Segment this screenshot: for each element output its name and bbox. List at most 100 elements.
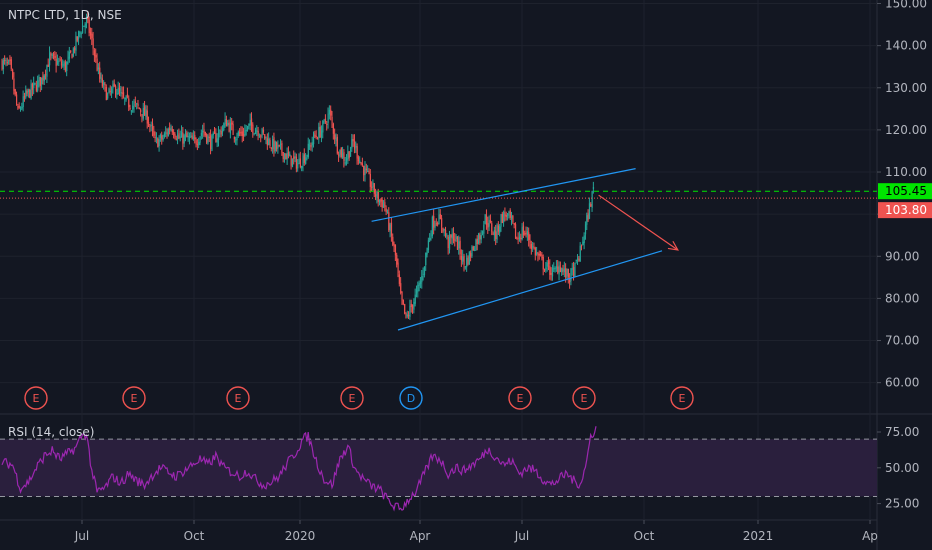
rsi-tick-label: 50.00 [885, 461, 919, 475]
candle-body [262, 129, 265, 133]
event-label: D [407, 392, 415, 405]
candle-body [78, 31, 80, 39]
candle-body [231, 122, 233, 125]
candle-body [336, 136, 338, 154]
event-label: E [517, 392, 524, 405]
candle-body [364, 167, 366, 176]
event-label: E [679, 392, 686, 405]
earnings-event-marker[interactable]: E [572, 386, 596, 410]
candle-body [497, 225, 500, 232]
candle-body [35, 84, 38, 91]
candle-body [191, 135, 193, 140]
candle-body [574, 262, 576, 277]
earnings-event-marker[interactable]: E [340, 386, 364, 410]
candle-body [113, 83, 115, 87]
earnings-event-marker[interactable]: E [670, 386, 694, 410]
candle-body [243, 134, 245, 137]
reference-price-label: 103.80 [885, 203, 927, 217]
candle-body [412, 304, 414, 309]
candle-body [223, 123, 225, 130]
candle-body [270, 147, 272, 149]
candle-body [309, 145, 311, 147]
candle-body [578, 258, 580, 261]
candle-body [163, 133, 166, 137]
candle-body [13, 78, 15, 91]
candle-body [51, 54, 53, 56]
candle-body [121, 92, 123, 94]
dividend-event-marker[interactable]: D [399, 386, 423, 410]
event-circle [24, 386, 48, 410]
candle-body [324, 118, 327, 123]
candle-body [342, 153, 344, 158]
earnings-event-marker[interactable]: E [122, 386, 146, 410]
candle-body [426, 247, 428, 255]
earnings-event-marker[interactable]: E [226, 386, 250, 410]
candle-body [372, 182, 374, 188]
candle-body [254, 130, 257, 135]
candle-body [431, 216, 434, 237]
candle-body [30, 83, 32, 99]
candle-body [443, 229, 445, 231]
candle-body [39, 77, 41, 86]
candle-body [9, 59, 11, 61]
candle-body [514, 224, 517, 239]
candle-body [328, 109, 331, 115]
candle-body [140, 109, 142, 113]
upper-channel-line[interactable] [371, 168, 636, 222]
earnings-event-marker[interactable]: E [508, 386, 532, 410]
candle-body [588, 203, 591, 219]
candle-body [221, 128, 224, 133]
event-circle [508, 386, 532, 410]
candle-body [351, 139, 353, 149]
earnings-event-marker[interactable]: E [24, 386, 48, 410]
candle-body [220, 131, 222, 135]
time-tick-label: Apr [410, 529, 431, 543]
candle-body [103, 82, 105, 86]
candle-body [43, 75, 45, 82]
candle-body [269, 140, 271, 146]
drawing-overlays[interactable] [0, 168, 877, 331]
candle-body [549, 265, 551, 275]
candle-body [332, 123, 335, 134]
candle-body [71, 54, 73, 59]
candle-body [421, 276, 423, 283]
candle-body [146, 110, 148, 124]
candle-body [272, 138, 274, 150]
candle-body [173, 131, 175, 136]
candle-body [499, 226, 501, 233]
rsi-band [0, 438, 877, 497]
candle-body [484, 214, 486, 224]
candle-body [330, 109, 332, 116]
lower-channel-line[interactable] [397, 250, 663, 331]
candle-body [447, 236, 449, 249]
candle-body [464, 266, 467, 268]
candle-body [377, 191, 379, 202]
candle-body [508, 211, 510, 213]
candle-body [10, 59, 12, 69]
candle-body [260, 135, 262, 137]
candle-body [58, 61, 60, 63]
candle-body [124, 98, 126, 100]
candle-body [384, 202, 386, 207]
candle-body [54, 55, 56, 58]
candle-body [385, 208, 387, 213]
candle-body [137, 103, 139, 107]
candle-body [1, 60, 3, 70]
candle-body [297, 163, 299, 169]
candle-body [479, 235, 481, 240]
candle-body [547, 260, 550, 265]
candle-body [533, 247, 535, 249]
chart-title: NTPC LTD, 1D, NSE [8, 8, 122, 22]
candle-body [138, 107, 140, 109]
candle-body [83, 25, 85, 27]
candle-body [306, 155, 308, 157]
candle-body [418, 282, 420, 286]
projection-arrow[interactable] [598, 194, 679, 251]
candle-body [487, 223, 489, 228]
candle-body [118, 88, 121, 92]
candle-body [480, 234, 482, 240]
candle-body [566, 268, 568, 277]
price-tick-label: 120.00 [885, 123, 927, 137]
